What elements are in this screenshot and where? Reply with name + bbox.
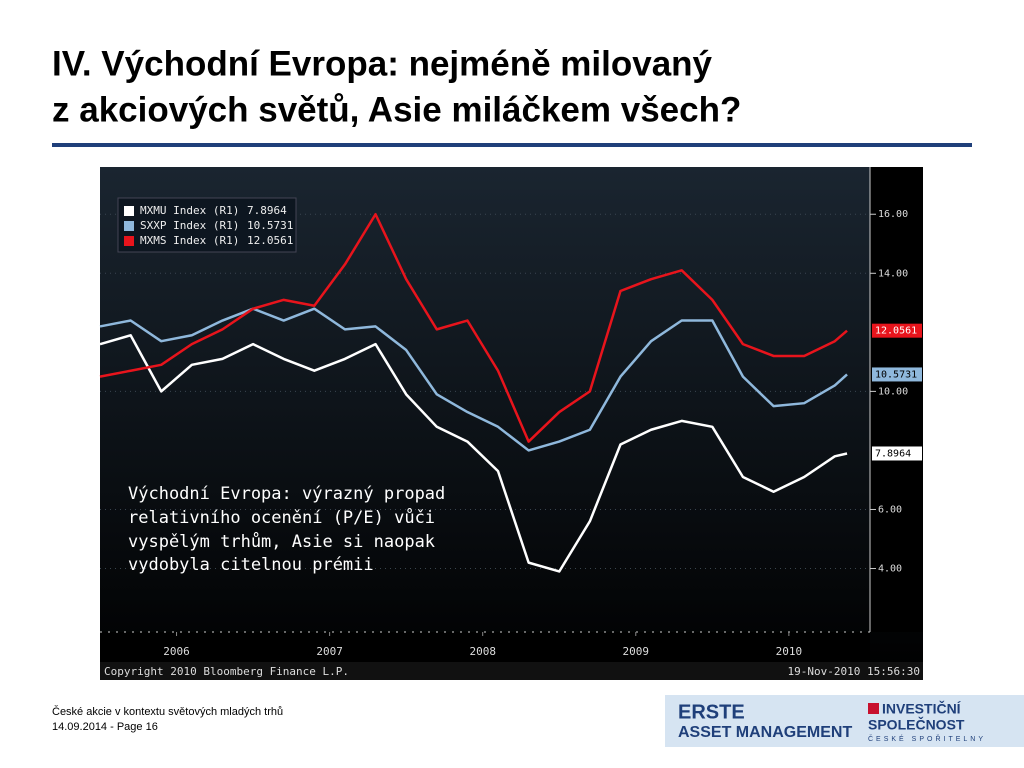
legend-value: 12.0561 <box>247 234 293 247</box>
y-tick-label: 4.00 <box>878 564 902 575</box>
legend-value: 10.5731 <box>247 219 293 232</box>
last-value-label: 10.5731 <box>875 369 917 380</box>
footer: 14.09.2014 - Page 16 <box>52 721 158 733</box>
legend-swatch <box>124 221 134 231</box>
x-axis-strip <box>100 632 870 662</box>
last-value-tag <box>872 323 922 338</box>
legend-value: 7.8964 <box>247 204 287 217</box>
annotation: vydobyla citelnou prémii <box>128 555 374 575</box>
logo-text: ERSTE <box>678 701 745 723</box>
legend-label: SXXP Index (R1) <box>140 219 239 232</box>
last-value-label: 7.8964 <box>875 448 911 459</box>
logo-text: ASSET MANAGEMENT <box>678 724 852 741</box>
x-tick-label: 2010 <box>776 645 803 658</box>
legend-swatch <box>124 206 134 216</box>
last-value-label: 12.0561 <box>875 326 917 337</box>
title-rule <box>52 143 972 147</box>
logo-text: INVESTIČNÍ <box>882 700 962 717</box>
y-tick-label: 6.00 <box>878 504 902 515</box>
logo-text: SPOLEČNOST <box>868 716 965 733</box>
legend-swatch <box>124 236 134 246</box>
y-tick-label: 16.00 <box>878 209 908 220</box>
footer-strip <box>100 662 923 680</box>
last-value-tag <box>872 367 922 382</box>
x-tick-label: 2008 <box>469 645 496 658</box>
series-line <box>99 212 848 443</box>
logo-text: ČESKÉ SPOŘITELNY <box>868 734 986 743</box>
legend-label: MXMU Index (R1) <box>140 204 239 217</box>
source: Copyright 2010 Bloomberg Finance L.P. <box>104 665 349 678</box>
annotation: relativního ocenění (P/E) vůči <box>128 507 435 528</box>
legend-label: MXMS Index (R1) <box>140 234 239 247</box>
annotation: Východní Evropa: výrazný propad <box>128 484 445 504</box>
legend-box <box>117 197 297 253</box>
timestamp: 19-Nov-2010 15:56:30 <box>788 665 920 678</box>
last-value-tag <box>872 446 922 461</box>
title-line: IV. Východní Evropa: nejméně milovaný <box>52 44 713 83</box>
x-tick-label: 2007 <box>316 645 343 658</box>
y-axis-strip <box>870 167 923 632</box>
y-tick-label: 14.00 <box>878 268 908 279</box>
y-tick-label: 10.00 <box>878 386 908 397</box>
x-tick-label: 2009 <box>623 645 650 658</box>
series-line <box>99 334 848 573</box>
logo-icon <box>868 703 879 714</box>
logo-box <box>665 695 1024 747</box>
series-line <box>99 307 848 452</box>
title-line: z akciových světů, Asie miláčkem všech? <box>52 90 741 129</box>
annotation: vyspělým trhům, Asie si naopak <box>128 531 435 552</box>
footer: České akcie v kontextu světových mladých… <box>52 705 283 718</box>
x-tick-label: 2006 <box>163 645 190 658</box>
